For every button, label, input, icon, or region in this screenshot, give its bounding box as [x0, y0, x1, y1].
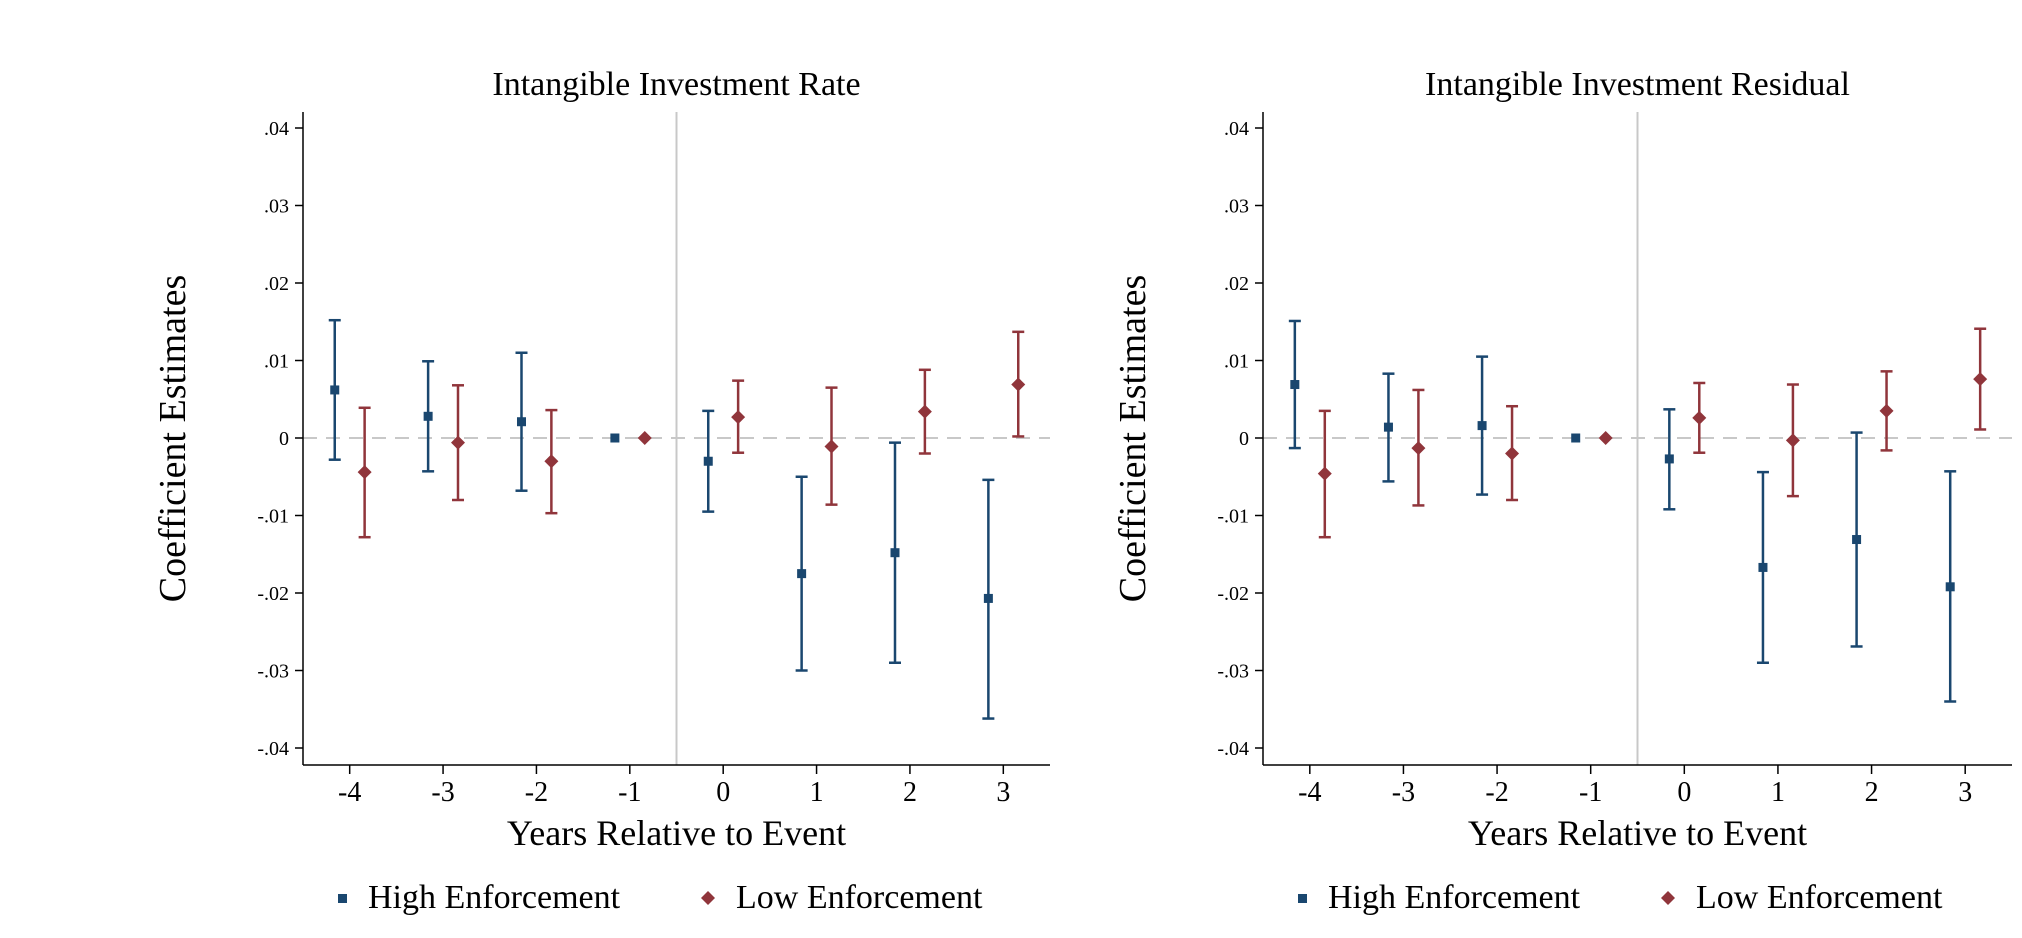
y-tick-label: .02 [264, 273, 289, 295]
series-low-enforcement [1317, 327, 1988, 539]
data-point [1758, 562, 1768, 572]
y-tick-label: -.04 [257, 738, 289, 760]
y-axis-label: Coefficient Estimates [152, 275, 194, 603]
x-axis-label: Years Relative to Event [507, 813, 846, 853]
data-point [890, 548, 900, 558]
data-point [423, 411, 433, 421]
legend-marker-high [1298, 894, 1307, 903]
data-point [703, 456, 713, 466]
legend-label-low: Low Enforcement [1696, 879, 1943, 916]
y-tick-label: .02 [1224, 273, 1249, 295]
data-point [1383, 422, 1393, 432]
data-point [1598, 431, 1613, 445]
data-point [610, 433, 620, 443]
y-tick-label: .04 [264, 118, 289, 140]
data-point [516, 417, 526, 427]
y-tick-label: -.01 [1217, 506, 1249, 528]
y-tick-label: .03 [264, 196, 289, 218]
y-axis-label: Coefficient Estimates [1112, 275, 1154, 603]
data-point [1505, 446, 1520, 461]
data-point [797, 569, 807, 579]
data-point [1879, 403, 1894, 418]
x-axis-label: Years Relative to Event [1468, 813, 1807, 853]
data-point [1317, 466, 1332, 481]
data-point [637, 431, 652, 445]
x-tick-label: 1 [1771, 777, 1785, 808]
data-point [330, 385, 340, 395]
data-point [917, 404, 932, 419]
data-point [1692, 410, 1707, 425]
legend: High Enforcement Low Enforcement [338, 879, 983, 916]
legend: High Enforcement Low Enforcement [1298, 879, 1943, 916]
legend-label-high: High Enforcement [1328, 879, 1581, 916]
series-low-enforcement [357, 330, 1026, 539]
y-tick-label: -.02 [257, 583, 289, 605]
y-tick-label: -.02 [1217, 583, 1249, 605]
x-tick-label: 2 [903, 777, 917, 808]
x-tick-label: -1 [618, 777, 641, 808]
data-point [1571, 433, 1581, 443]
data-point [1664, 454, 1674, 464]
y-tick-label: .01 [1224, 351, 1249, 373]
data-point [357, 465, 372, 480]
x-tick-label: -4 [338, 777, 361, 808]
legend-marker-low [701, 891, 715, 905]
y-tick-label: -.03 [1217, 661, 1249, 683]
data-point [1785, 433, 1800, 448]
data-point [1852, 535, 1862, 545]
x-tick-label: -3 [1392, 777, 1415, 808]
y-tick-label: .01 [264, 351, 289, 373]
y-tick-label: 0 [1239, 428, 1249, 450]
data-point [451, 435, 466, 450]
x-tick-label: 1 [810, 777, 824, 808]
series-high-enforcement [1288, 319, 1957, 703]
x-tick-label: 3 [1958, 777, 1972, 808]
chart-title: Intangible Investment Residual [1425, 66, 1850, 103]
y-tick-label: -.04 [1217, 738, 1249, 760]
panel-1: Intangible Investment Rate Coefficient Es… [152, 66, 1050, 916]
x-tick-label: -4 [1298, 777, 1321, 808]
data-point [1011, 377, 1026, 392]
y-tick-label: -.03 [257, 661, 289, 683]
chart-title: Intangible Investment Rate [492, 66, 860, 103]
data-point [1973, 372, 1988, 387]
x-tick-label: -1 [1579, 777, 1602, 808]
series-high-enforcement [328, 318, 995, 720]
legend-marker-low [1661, 891, 1675, 905]
x-tick-label: -3 [431, 777, 454, 808]
data-point [1477, 421, 1487, 431]
y-tick-label: -.01 [257, 506, 289, 528]
data-point [983, 593, 993, 603]
y-tick-label: .04 [1224, 118, 1249, 140]
legend-label-low: Low Enforcement [736, 879, 983, 916]
data-point [824, 439, 839, 454]
x-tick-label: 2 [1865, 777, 1879, 808]
x-tick-label: -2 [1485, 777, 1508, 808]
legend-marker-high [338, 894, 347, 903]
y-tick-label: 0 [279, 428, 289, 450]
x-tick-label: 3 [996, 777, 1010, 808]
legend-label-high: High Enforcement [368, 879, 621, 916]
panel-2: Intangible Investment Residual Coefficien… [1112, 66, 2012, 916]
x-tick-label: 0 [716, 777, 730, 808]
data-point [544, 454, 559, 469]
data-point [1411, 441, 1426, 456]
data-point [1290, 380, 1300, 390]
data-point [731, 410, 746, 425]
data-point [1945, 582, 1955, 592]
x-tick-label: 0 [1677, 777, 1691, 808]
y-tick-label: .03 [1224, 196, 1249, 218]
x-tick-label: -2 [525, 777, 548, 808]
